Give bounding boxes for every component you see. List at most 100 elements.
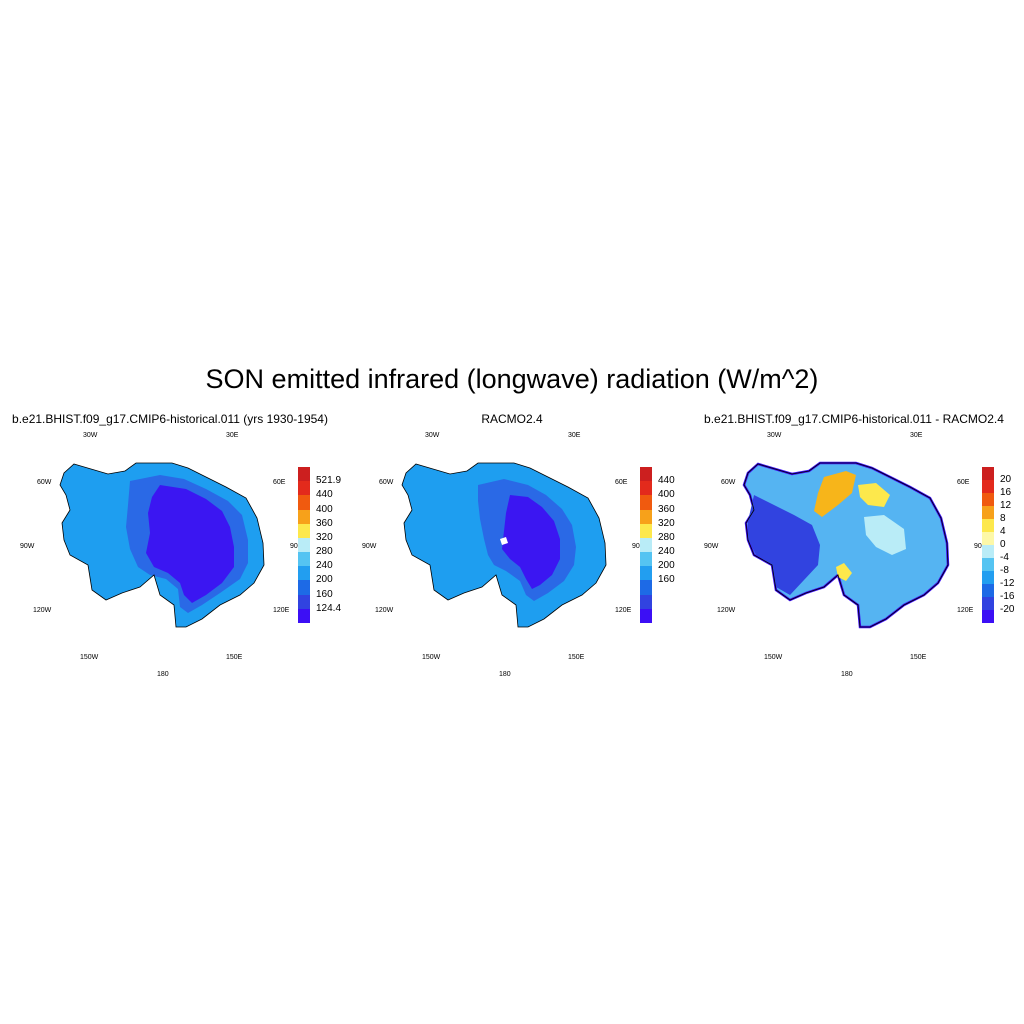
colorbar <box>982 467 994 623</box>
lon-label-90e: 90E <box>290 543 303 550</box>
colorbar-swatch <box>298 608 310 623</box>
lon-label-30w: 30W <box>425 432 440 439</box>
colorbar-swatch <box>640 537 652 553</box>
coastline <box>59 462 265 628</box>
lon-label-120w: 120W <box>717 607 736 614</box>
colorbar-swatch <box>298 552 310 567</box>
antarctica-map <box>742 461 950 629</box>
colorbar-label: -12 <box>1000 578 1015 589</box>
lon-label-30w: 30W <box>767 432 782 439</box>
lon-label-120e: 120E <box>957 607 974 614</box>
colorbar-label: 280 <box>658 531 675 543</box>
colorbar-swatch <box>982 519 994 532</box>
colorbar-label: 160 <box>658 574 675 586</box>
lon-label-150e: 150E <box>226 654 243 661</box>
panel-model: b.e21.BHIST.f09_g17.CMIP6-historical.011… <box>0 410 342 680</box>
colorbar-swatch <box>298 509 310 524</box>
colorbar-label: 12 <box>1000 500 1012 511</box>
colorbar-label: -16 <box>1000 591 1015 602</box>
lon-label-120e: 120E <box>615 607 632 614</box>
light-anomaly <box>864 515 906 555</box>
colorbar-swatch <box>640 467 652 482</box>
colorbar-label: -4 <box>1000 552 1009 563</box>
lon-label-90w: 90W <box>362 543 377 550</box>
colorbar-swatch <box>982 558 994 571</box>
colorbar-swatch <box>640 580 652 595</box>
colorbar-swatch <box>982 610 994 623</box>
antarctica-map <box>401 462 607 628</box>
panel-title: RACMO2.4 <box>481 412 543 426</box>
lon-label-30e: 30E <box>910 432 923 439</box>
ice-sheet-interior <box>502 495 560 589</box>
lon-label-90e: 90E <box>974 543 987 550</box>
lon-label-120w: 120W <box>33 607 52 614</box>
colorbar-swatch <box>640 552 652 567</box>
colorbar-label: 16 <box>1000 487 1012 498</box>
colorbar-swatch <box>298 566 310 581</box>
coastline <box>401 462 607 628</box>
lon-label-150e: 150E <box>910 654 927 661</box>
lon-label-60w: 60W <box>721 479 736 486</box>
colorbar-label: 400 <box>316 503 333 515</box>
colorbar-label: 320 <box>316 531 333 543</box>
colorbar-swatch <box>640 594 652 609</box>
panel-title: b.e21.BHIST.f09_g17.CMIP6-historical.011… <box>12 412 328 426</box>
colorbar-swatch <box>298 580 310 595</box>
ross-anomaly <box>836 563 852 581</box>
lon-label-150w: 150W <box>80 654 99 661</box>
colorbar-label: 240 <box>658 546 675 558</box>
colorbar-label: 200 <box>316 574 333 586</box>
positive-anomaly <box>858 483 890 507</box>
lon-label-180: 180 <box>841 671 853 678</box>
colorbar-swatch <box>640 509 652 524</box>
lon-label-90w: 90W <box>704 543 719 550</box>
colorbar-swatch <box>640 481 652 496</box>
coastline <box>743 462 949 628</box>
colorbar-swatch <box>640 523 652 538</box>
colorbar-swatch <box>298 481 310 496</box>
lon-label-30e: 30E <box>568 432 581 439</box>
colorbar-label: 160 <box>316 588 333 600</box>
colorbar-swatch <box>982 467 994 480</box>
figure-title: SON emitted infrared (longwave) radiatio… <box>205 364 819 394</box>
colorbar <box>298 467 310 623</box>
lon-label-60w: 60W <box>379 479 394 486</box>
colorbar-swatch <box>982 545 994 558</box>
lon-label-60e: 60E <box>273 479 286 486</box>
colorbar-swatch <box>298 537 310 553</box>
colorbar-label: 440 <box>658 475 675 487</box>
lon-label-60w: 60W <box>37 479 52 486</box>
lon-label-90e: 90E <box>632 543 645 550</box>
colorbar-label: 320 <box>658 517 675 529</box>
dome-patch <box>500 537 508 545</box>
colorbar-label: 0 <box>1000 539 1006 550</box>
ice-sheet-interior <box>146 485 234 603</box>
colorbar-label: 521.9 <box>316 475 342 487</box>
colorbar-swatch <box>298 594 310 609</box>
colorbar-swatch <box>982 584 994 597</box>
colorbar-label: -20 <box>1000 604 1015 615</box>
colorbar-label: 440 <box>316 489 333 501</box>
colorbar-label: 360 <box>658 503 675 515</box>
colorbar-swatch <box>982 532 994 545</box>
lon-label-60e: 60E <box>615 479 628 486</box>
colorbar-swatch <box>298 467 310 482</box>
colorbar-label: 8 <box>1000 513 1006 524</box>
colorbar-label: 360 <box>316 517 333 529</box>
antarctica-map <box>59 462 265 628</box>
colorbar-swatch <box>982 493 994 506</box>
colorbar-label: 280 <box>316 546 333 558</box>
colorbar-swatch <box>982 571 994 584</box>
lon-label-120w: 120W <box>375 607 394 614</box>
panel-title: b.e21.BHIST.f09_g17.CMIP6-historical.011… <box>704 412 1004 426</box>
lon-label-120e: 120E <box>273 607 290 614</box>
colorbar-swatch <box>982 506 994 519</box>
colorbar-swatch <box>298 523 310 538</box>
colorbar <box>640 467 652 623</box>
colorbar-label: 20 <box>1000 474 1012 485</box>
lon-label-60e: 60E <box>957 479 970 486</box>
colorbar-label: -8 <box>1000 565 1009 576</box>
lon-label-180: 180 <box>499 671 511 678</box>
colorbar-swatch <box>640 495 652 510</box>
colorbar-swatch <box>982 597 994 610</box>
